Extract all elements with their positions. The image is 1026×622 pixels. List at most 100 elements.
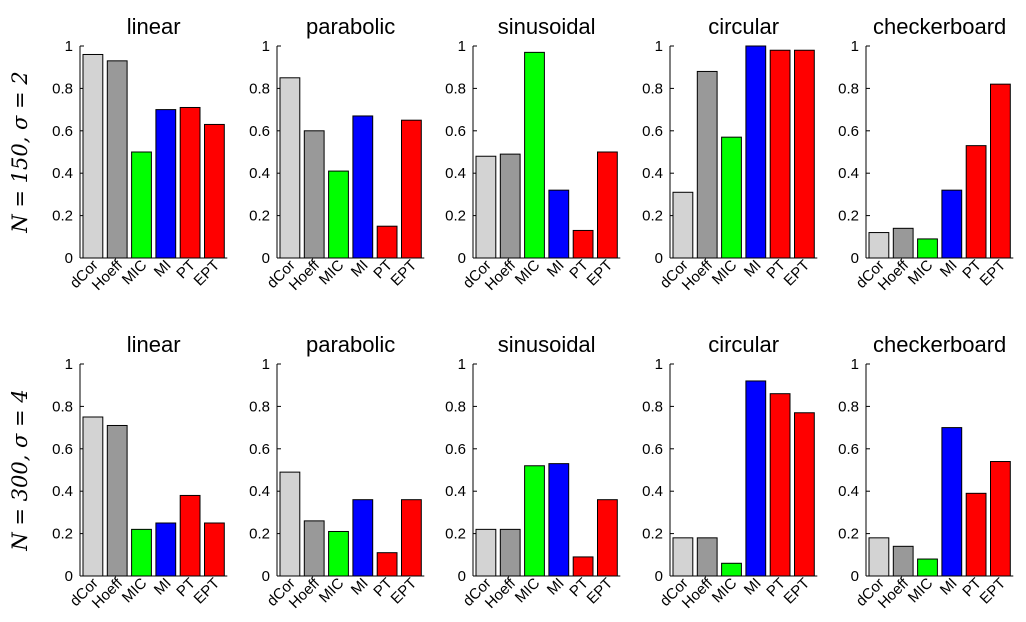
y-tick-label: 0.2	[838, 208, 859, 225]
bar-mi	[155, 109, 177, 259]
bar-hoeff	[892, 545, 914, 577]
y-tick-label: 0	[458, 568, 466, 585]
y-tick-label: 0.8	[642, 80, 663, 97]
y-tick-label: 1	[262, 356, 270, 373]
y-tick-label: 0.2	[52, 208, 73, 225]
y-tick-label: 0	[65, 250, 73, 267]
bar-hoeff	[303, 520, 325, 577]
bar-hoeff	[303, 130, 325, 259]
bar-pt	[376, 225, 398, 259]
y-tick-label: 0.8	[249, 398, 270, 415]
y-tick-label: 0.6	[838, 123, 859, 140]
x-tick-label: MIC	[905, 257, 937, 289]
x-tick-label: EPT	[388, 575, 421, 608]
y-tick-label: 0.4	[445, 165, 466, 182]
x-tick-label: MIC	[316, 575, 348, 607]
y-tick-label: 0.6	[642, 441, 663, 458]
x-tick-label: EPT	[191, 257, 224, 290]
bar-dcor	[672, 191, 694, 259]
y-tick-label: 0.6	[52, 441, 73, 458]
bar-ept	[990, 461, 1011, 577]
bar-pt	[179, 106, 201, 259]
y-tick-label: 0.2	[249, 208, 270, 225]
y-tick-label: 0.8	[52, 80, 73, 97]
panel-title: checkerboard	[873, 14, 1006, 39]
bar-hoeff	[696, 537, 718, 577]
bar-mi	[745, 380, 767, 577]
bar-mi	[941, 427, 963, 577]
bar-pt	[572, 556, 594, 577]
y-tick-label: 1	[262, 38, 270, 55]
x-tick-label: MI	[348, 257, 372, 281]
panel-title: parabolic	[306, 332, 395, 357]
y-tick-label: 0.6	[642, 123, 663, 140]
x-tick-label: MIC	[709, 257, 741, 289]
bar-dcor	[82, 416, 104, 577]
panel-title: parabolic	[306, 14, 395, 39]
x-tick-label: EPT	[191, 575, 224, 608]
bar-pt	[769, 393, 791, 577]
x-tick-label: EPT	[977, 575, 1010, 608]
bar-dcor	[279, 471, 301, 577]
y-tick-label: 1	[851, 356, 859, 373]
y-tick-label: 0.2	[445, 526, 466, 543]
x-tick-label: MI	[151, 257, 175, 281]
x-tick-label: MI	[348, 575, 372, 599]
y-tick-label: 0.2	[642, 526, 663, 543]
y-tick-label: 1	[655, 356, 663, 373]
y-tick-label: 0.8	[445, 80, 466, 97]
bar-ept	[794, 49, 815, 259]
x-tick-label: MI	[741, 257, 765, 281]
bar-hoeff	[499, 528, 521, 577]
bar-dcor	[82, 53, 104, 259]
x-tick-label: EPT	[388, 257, 421, 290]
bar-mi	[352, 115, 374, 259]
bar-mi	[155, 522, 177, 577]
y-tick-label: 0.6	[52, 123, 73, 140]
bar-mi	[548, 463, 570, 577]
y-tick-label: 1	[655, 38, 663, 55]
y-tick-label: 0.8	[838, 80, 859, 97]
bar-hoeff	[696, 70, 718, 259]
bar-dcor	[475, 155, 497, 259]
row-label-top: N = 150, σ = 2	[8, 71, 32, 233]
y-tick-label: 0	[262, 250, 270, 267]
bar-ept	[204, 522, 225, 577]
bar-hoeff	[106, 424, 128, 577]
y-tick-label: 1	[458, 38, 466, 55]
x-tick-label: MIC	[119, 257, 151, 289]
panel-title: sinusoidal	[498, 14, 596, 39]
y-tick-label: 0.6	[249, 123, 270, 140]
bar-pt	[965, 145, 987, 259]
bar-mic	[328, 530, 349, 577]
y-tick-label: 0.8	[52, 398, 73, 415]
y-tick-label: 0.4	[249, 165, 270, 182]
bar-mic	[131, 151, 152, 259]
bar-mic	[524, 465, 545, 577]
bar-mi	[548, 189, 570, 259]
x-tick-label: MIC	[316, 257, 348, 289]
y-tick-label: 0.4	[642, 165, 663, 182]
x-tick-label: MI	[937, 257, 961, 281]
bar-dcor	[279, 77, 301, 259]
y-tick-label: 0	[458, 250, 466, 267]
y-tick-label: 0.8	[838, 398, 859, 415]
y-tick-label: 0.2	[445, 208, 466, 225]
x-tick-label: MIC	[119, 575, 151, 607]
bar-mic	[721, 562, 742, 577]
bar-pt	[179, 494, 201, 577]
bar-hoeff	[892, 227, 914, 259]
y-tick-label: 0.8	[249, 80, 270, 97]
y-tick-label: 0.6	[445, 123, 466, 140]
y-tick-label: 0.4	[838, 483, 859, 500]
y-tick-label: 1	[851, 38, 859, 55]
row-label-bottom: N = 300, σ = 4	[8, 389, 32, 551]
y-tick-label: 0.8	[445, 398, 466, 415]
